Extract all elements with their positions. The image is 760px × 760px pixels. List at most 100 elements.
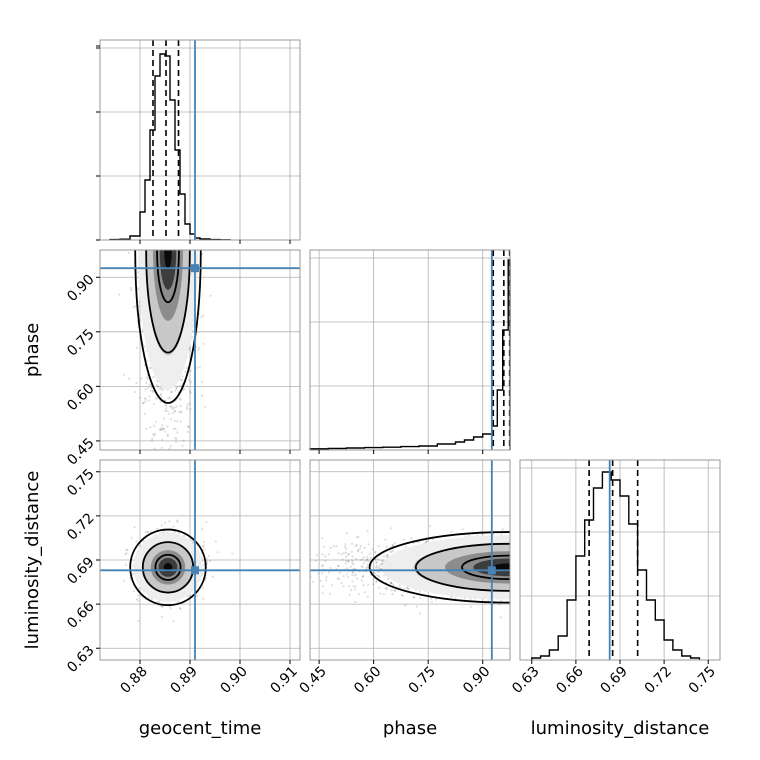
histogram-luminosity_distance	[531, 460, 701, 660]
sample-point	[146, 530, 149, 534]
sample-point	[173, 406, 176, 409]
sample-point	[391, 544, 394, 547]
sample-point	[348, 593, 351, 596]
sample-point	[171, 412, 174, 415]
x-tick-label: 0.75	[686, 664, 719, 697]
y-axis-label-luminosity_distance: luminosity_distance	[22, 471, 43, 650]
sample-point	[314, 559, 317, 562]
sample-point	[385, 545, 388, 548]
sample-point	[176, 520, 179, 523]
sample-point	[347, 576, 350, 579]
sample-point	[332, 544, 335, 548]
sample-point	[357, 549, 360, 552]
sample-point	[207, 555, 210, 558]
sample-point	[174, 389, 177, 392]
sample-point	[501, 528, 504, 531]
sample-point	[342, 575, 345, 578]
sample-point	[382, 593, 385, 596]
sample-point	[155, 396, 158, 399]
sample-point	[188, 379, 191, 382]
sample-point	[371, 548, 374, 551]
x-axis-label-geocent_time: geocent_time	[139, 718, 262, 739]
sample-point	[407, 588, 410, 591]
sample-point	[166, 434, 169, 438]
sample-point	[390, 581, 393, 585]
sample-point	[168, 396, 171, 399]
sample-point	[184, 371, 187, 374]
sample-point	[400, 593, 403, 597]
x-tick-label: 0.60	[351, 664, 384, 697]
sample-point	[393, 542, 396, 545]
contour-line	[414, 542, 510, 592]
sample-point	[351, 555, 354, 558]
sample-point	[144, 388, 147, 391]
sample-point	[461, 528, 464, 531]
sample-point	[202, 586, 205, 589]
sample-point	[160, 446, 163, 450]
sample-point	[164, 410, 167, 413]
sample-point	[186, 385, 189, 388]
x-tick-label: 0.89	[167, 664, 200, 697]
sample-point	[325, 576, 328, 579]
sample-point	[366, 558, 369, 562]
sample-point	[203, 563, 206, 566]
sample-point	[172, 620, 175, 623]
sample-point	[125, 563, 128, 567]
sample-point	[175, 437, 178, 440]
sample-point	[209, 559, 212, 563]
sample-point	[330, 584, 333, 587]
sample-point	[402, 538, 405, 541]
sample-point	[149, 389, 152, 392]
sample-point	[186, 595, 190, 598]
sample-point	[351, 580, 354, 583]
sample-point	[431, 538, 435, 541]
sample-point	[345, 532, 348, 535]
sample-point	[323, 545, 326, 549]
sample-point	[348, 552, 351, 555]
sample-point	[366, 565, 369, 568]
sample-point	[163, 430, 166, 433]
sample-point	[375, 561, 378, 564]
sample-point	[415, 605, 419, 608]
sample-point	[357, 593, 360, 596]
sample-point	[141, 401, 145, 404]
sample-point	[187, 425, 190, 428]
sample-point	[172, 525, 175, 528]
sample-point	[196, 366, 199, 369]
sample-point	[159, 394, 162, 397]
sample-point	[179, 420, 182, 423]
sample-point	[377, 571, 380, 574]
sample-point	[391, 550, 394, 553]
sample-point	[142, 402, 145, 405]
sample-point	[347, 553, 350, 557]
sample-point	[136, 271, 139, 274]
sample-point	[127, 377, 131, 380]
y-tick-label: 0.75	[64, 466, 97, 499]
sample-point	[127, 251, 130, 255]
sample-point	[134, 305, 137, 308]
sample-point	[181, 379, 184, 382]
x-tick-label: 0.90	[460, 664, 493, 697]
sample-point	[169, 405, 172, 408]
sample-point	[353, 574, 356, 577]
sample-point	[306, 550, 308, 552]
x-tick-label: 0.63	[509, 664, 542, 697]
sample-point	[172, 427, 175, 430]
sample-point	[378, 564, 381, 567]
sample-point	[185, 406, 188, 409]
sample-point	[380, 559, 383, 563]
sample-point	[352, 585, 355, 588]
sample-point	[174, 437, 177, 440]
sample-point	[175, 387, 178, 390]
sample-point	[176, 519, 179, 522]
y-tick-label: 0.66	[64, 598, 97, 631]
sample-point	[367, 560, 370, 563]
sample-point	[170, 391, 173, 394]
histogram-steps	[109, 53, 231, 241]
sample-point	[188, 454, 190, 456]
sample-point	[337, 578, 341, 581]
sample-point	[143, 345, 146, 348]
sample-point	[146, 359, 149, 362]
sample-point	[159, 387, 162, 390]
sample-point	[153, 432, 156, 435]
